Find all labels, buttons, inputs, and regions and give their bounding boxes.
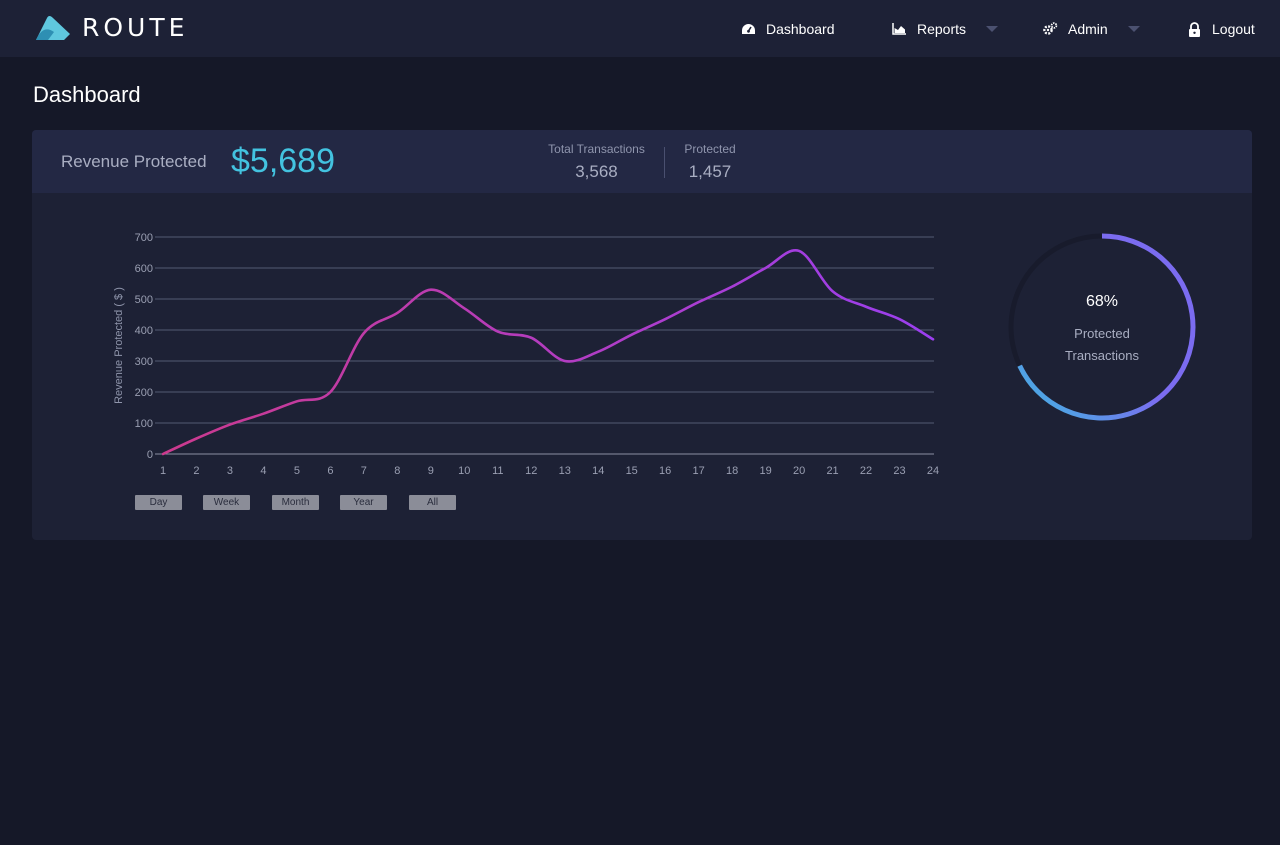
x-tick-label: 16 (659, 465, 671, 477)
x-tick-label: 14 (592, 465, 604, 477)
summary-bar: Revenue Protected $5,689 Total Transacti… (32, 130, 1252, 193)
x-tick-label: 3 (227, 465, 233, 477)
nav-logout-label: Logout (1212, 21, 1255, 37)
top-navbar: ROUTE Dashboard Reports Admin Logout (0, 0, 1280, 57)
area-chart-icon (891, 21, 907, 37)
y-tick-label: 0 (147, 449, 153, 461)
logo-text: ROUTE (82, 12, 189, 42)
x-tick-label: 6 (327, 465, 333, 477)
x-tick-label: 2 (193, 465, 199, 477)
y-tick-label: 600 (135, 263, 153, 275)
revenue-protected-value: $5,689 (231, 142, 335, 180)
x-tick-label: 17 (693, 465, 705, 477)
x-tick-label: 10 (458, 465, 470, 477)
total-transactions-stat: Total Transactions 3,568 (544, 142, 649, 182)
x-tick-label: 8 (394, 465, 400, 477)
y-tick-label: 400 (135, 325, 153, 337)
x-tick-label: 11 (492, 465, 503, 477)
y-tick-label: 300 (135, 356, 153, 368)
y-tick-label: 500 (135, 294, 153, 306)
protected-value: 1,457 (688, 162, 732, 181)
route-logo[interactable]: ROUTE (34, 12, 188, 42)
x-tick-label: 18 (726, 465, 738, 477)
x-tick-label: 24 (927, 465, 939, 477)
nav-dashboard[interactable]: Dashboard (740, 18, 835, 40)
x-tick-label: 7 (361, 465, 367, 477)
revenue-protected-label: Revenue Protected (61, 152, 207, 171)
revenue-series-line (161, 249, 935, 456)
x-tick-label: 12 (525, 465, 537, 477)
cogs-icon (1042, 21, 1058, 37)
nav-reports[interactable]: Reports (891, 18, 999, 40)
y-tick-label: 700 (135, 232, 153, 244)
x-tick-label: 1 (160, 465, 166, 477)
total-transactions-label: Total Transactions (548, 142, 645, 156)
dashboard-card: Revenue Protected $5,689 Total Transacti… (32, 130, 1252, 540)
lock-icon (1186, 21, 1202, 37)
range-button-day[interactable]: Day (135, 495, 182, 510)
donut-label: Protected Transactions (1042, 323, 1162, 367)
range-button-month[interactable]: Month (272, 495, 319, 510)
x-tick-label: 9 (428, 465, 434, 477)
route-logo-icon (36, 16, 70, 40)
x-tick-label: 5 (294, 465, 300, 477)
donut-label-line1: Protected (1074, 326, 1130, 341)
nav-reports-label: Reports (917, 21, 967, 37)
admin-dropdown-icon[interactable] (1127, 26, 1140, 32)
page-title: Dashboard (33, 82, 141, 107)
donut-percent: 68% (1085, 293, 1119, 310)
x-tick-label: 20 (793, 465, 805, 477)
y-tick-label: 100 (135, 418, 153, 430)
x-tick-label: 21 (826, 465, 838, 477)
nav-admin-label: Admin (1068, 21, 1108, 37)
range-button-year[interactable]: Year (340, 495, 387, 510)
range-button-week[interactable]: Week (203, 495, 250, 510)
reports-dropdown-icon[interactable] (986, 26, 999, 32)
x-tick-label: 4 (260, 465, 266, 477)
x-tick-label: 23 (893, 465, 905, 477)
total-transactions-value: 3,568 (575, 162, 618, 181)
nav-admin[interactable]: Admin (1042, 18, 1140, 40)
dashboard-icon (740, 21, 756, 37)
x-tick-label: 19 (759, 465, 771, 477)
y-axis-label: Revenue Protected ( $ ) (113, 287, 125, 404)
range-button-all[interactable]: All (409, 495, 456, 510)
protected-label: Protected (684, 142, 736, 156)
x-tick-label: 13 (559, 465, 571, 477)
nav-logout[interactable]: Logout (1186, 18, 1255, 40)
x-tick-label: 15 (626, 465, 638, 477)
donut-label-line2: Transactions (1065, 348, 1139, 363)
y-tick-label: 200 (135, 387, 153, 399)
x-tick-label: 22 (860, 465, 872, 477)
nav-dashboard-label: Dashboard (766, 21, 835, 37)
stat-divider (664, 147, 665, 178)
donut-progress-arc (1017, 233, 1196, 421)
protected-stat: Protected 1,457 (680, 142, 740, 182)
protected-donut (1008, 233, 1196, 421)
